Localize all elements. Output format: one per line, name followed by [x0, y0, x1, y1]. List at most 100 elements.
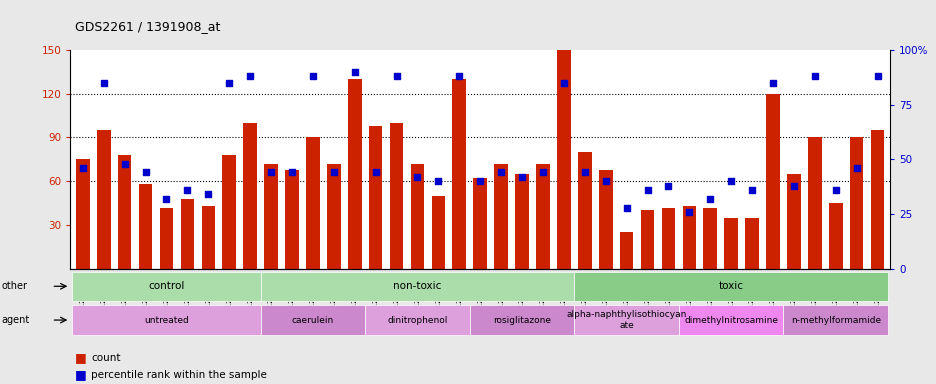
- Bar: [222, 155, 236, 269]
- Point: [138, 169, 153, 175]
- Bar: [786, 174, 800, 269]
- Bar: [410, 164, 424, 269]
- Bar: [681, 206, 695, 269]
- Point: [827, 187, 842, 193]
- Point: [431, 178, 446, 184]
- Text: untreated: untreated: [144, 316, 189, 324]
- Point: [410, 174, 425, 180]
- Point: [807, 73, 822, 79]
- Bar: [72, 305, 260, 335]
- Point: [368, 169, 383, 175]
- Bar: [365, 305, 469, 335]
- Bar: [469, 305, 574, 335]
- Bar: [159, 207, 173, 269]
- Point: [472, 178, 487, 184]
- Bar: [389, 123, 402, 269]
- Bar: [807, 137, 821, 269]
- Bar: [264, 164, 278, 269]
- Text: ■: ■: [75, 368, 87, 381]
- Bar: [679, 305, 782, 335]
- Bar: [574, 271, 887, 301]
- Text: control: control: [148, 281, 184, 291]
- Bar: [306, 137, 319, 269]
- Point: [388, 73, 403, 79]
- Text: ■: ■: [75, 351, 87, 364]
- Bar: [744, 218, 758, 269]
- Bar: [849, 137, 863, 269]
- Text: dinitrophenol: dinitrophenol: [387, 316, 447, 324]
- Text: percentile rank within the sample: percentile rank within the sample: [91, 370, 267, 380]
- Point: [702, 196, 717, 202]
- Point: [765, 80, 780, 86]
- Point: [263, 169, 278, 175]
- Bar: [243, 123, 256, 269]
- Bar: [557, 28, 570, 269]
- Point: [848, 165, 863, 171]
- Text: toxic: toxic: [718, 281, 743, 291]
- Bar: [535, 164, 549, 269]
- Bar: [181, 199, 194, 269]
- Point: [534, 169, 549, 175]
- Point: [347, 69, 362, 75]
- Text: dimethylnitrosamine: dimethylnitrosamine: [683, 316, 778, 324]
- Bar: [347, 79, 361, 269]
- Text: agent: agent: [2, 315, 30, 325]
- Bar: [72, 271, 260, 301]
- Point: [159, 196, 174, 202]
- Point: [200, 191, 215, 197]
- Bar: [260, 271, 574, 301]
- Bar: [640, 210, 653, 269]
- Bar: [578, 152, 591, 269]
- Point: [75, 165, 90, 171]
- Bar: [118, 155, 131, 269]
- Point: [326, 169, 341, 175]
- Bar: [452, 79, 465, 269]
- Point: [785, 182, 800, 189]
- Point: [117, 161, 132, 167]
- Point: [577, 169, 592, 175]
- Text: rosiglitazone: rosiglitazone: [492, 316, 550, 324]
- Bar: [431, 196, 445, 269]
- Bar: [661, 207, 675, 269]
- Point: [242, 73, 257, 79]
- Bar: [598, 170, 612, 269]
- Point: [723, 178, 738, 184]
- Point: [493, 169, 508, 175]
- Point: [285, 169, 300, 175]
- Bar: [260, 305, 365, 335]
- Bar: [574, 305, 679, 335]
- Point: [556, 80, 571, 86]
- Bar: [515, 174, 528, 269]
- Bar: [494, 164, 507, 269]
- Point: [744, 187, 759, 193]
- Point: [870, 73, 885, 79]
- Point: [180, 187, 195, 193]
- Text: count: count: [91, 353, 120, 362]
- Bar: [201, 206, 215, 269]
- Point: [96, 80, 111, 86]
- Bar: [473, 178, 487, 269]
- Bar: [828, 203, 841, 269]
- Bar: [870, 130, 884, 269]
- Point: [619, 204, 634, 210]
- Point: [597, 178, 612, 184]
- Bar: [766, 94, 779, 269]
- Text: caerulein: caerulein: [291, 316, 333, 324]
- Point: [222, 80, 237, 86]
- Text: GDS2261 / 1391908_at: GDS2261 / 1391908_at: [75, 20, 220, 33]
- Bar: [724, 218, 738, 269]
- Bar: [619, 232, 633, 269]
- Point: [514, 174, 529, 180]
- Text: non-toxic: non-toxic: [393, 281, 441, 291]
- Point: [681, 209, 696, 215]
- Bar: [327, 164, 341, 269]
- Point: [660, 182, 675, 189]
- Point: [305, 73, 320, 79]
- Text: alpha-naphthylisothiocyan
ate: alpha-naphthylisothiocyan ate: [566, 310, 686, 330]
- Bar: [285, 170, 299, 269]
- Bar: [96, 130, 110, 269]
- Bar: [703, 207, 716, 269]
- Bar: [369, 126, 382, 269]
- Bar: [139, 184, 153, 269]
- Bar: [782, 305, 887, 335]
